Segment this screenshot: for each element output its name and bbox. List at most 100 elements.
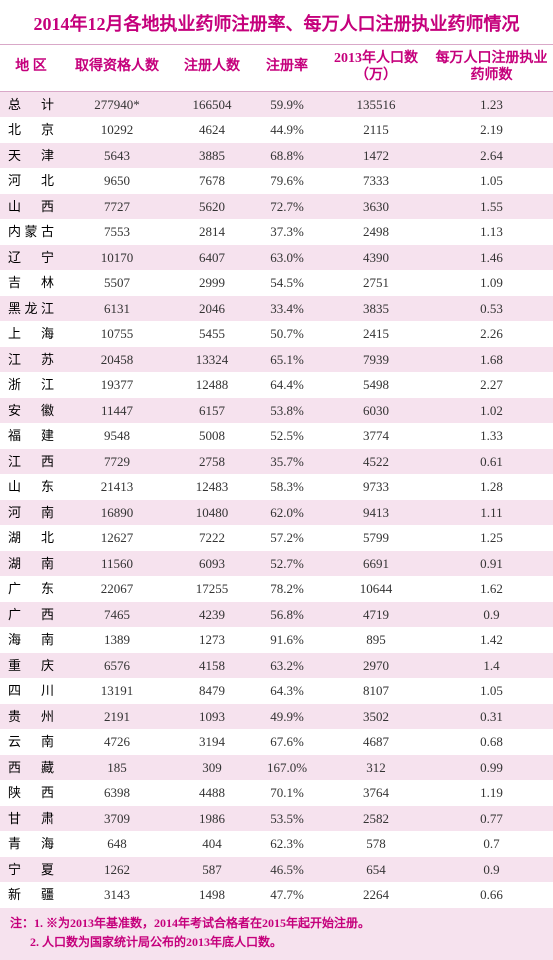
cell-per10k: 1.19 [430, 780, 553, 806]
cell-rate: 56.8% [252, 602, 322, 628]
cell-per10k: 2.26 [430, 321, 553, 347]
cell-pop: 6691 [322, 551, 430, 577]
cell-per10k: 1.02 [430, 398, 553, 424]
cell-rate: 50.7% [252, 321, 322, 347]
cell-region: 天 津 [0, 143, 62, 169]
cell-per10k: 0.68 [430, 729, 553, 755]
cell-qualified: 3709 [62, 806, 172, 832]
table-row: 河 南168901048062.0%94131.11 [0, 500, 553, 526]
table-row: 四 川13191847964.3%81071.05 [0, 678, 553, 704]
data-table: 地 区 取得资格人数 注册人数 注册率 2013年人口数（万） 每万人口注册执业… [0, 45, 553, 908]
table-row: 西 藏185309167.0%3120.99 [0, 755, 553, 781]
col-pop: 2013年人口数（万） [322, 45, 430, 91]
cell-rate: 53.8% [252, 398, 322, 424]
table-row: 吉 林5507299954.5%27511.09 [0, 270, 553, 296]
cell-registered: 2758 [172, 449, 252, 475]
cell-qualified: 13191 [62, 678, 172, 704]
cell-per10k: 1.33 [430, 423, 553, 449]
cell-region: 总 计 [0, 91, 62, 117]
cell-pop: 2115 [322, 117, 430, 143]
cell-qualified: 185 [62, 755, 172, 781]
cell-qualified: 7553 [62, 219, 172, 245]
cell-registered: 1986 [172, 806, 252, 832]
cell-qualified: 3143 [62, 882, 172, 908]
cell-registered: 2999 [172, 270, 252, 296]
cell-qualified: 10755 [62, 321, 172, 347]
cell-registered: 5620 [172, 194, 252, 220]
col-region: 地 区 [0, 45, 62, 91]
cell-registered: 8479 [172, 678, 252, 704]
cell-registered: 1093 [172, 704, 252, 730]
table-row: 安 徽11447615753.8%60301.02 [0, 398, 553, 424]
cell-per10k: 1.23 [430, 91, 553, 117]
cell-registered: 404 [172, 831, 252, 857]
cell-pop: 5498 [322, 372, 430, 398]
cell-registered: 2814 [172, 219, 252, 245]
cell-per10k: 0.77 [430, 806, 553, 832]
cell-pop: 2498 [322, 219, 430, 245]
table-row: 江 西7729275835.7%45220.61 [0, 449, 553, 475]
cell-pop: 5799 [322, 525, 430, 551]
cell-registered: 7678 [172, 168, 252, 194]
cell-region: 海 南 [0, 627, 62, 653]
cell-pop: 6030 [322, 398, 430, 424]
cell-region: 北 京 [0, 117, 62, 143]
cell-per10k: 0.53 [430, 296, 553, 322]
cell-qualified: 11560 [62, 551, 172, 577]
cell-registered: 12488 [172, 372, 252, 398]
cell-per10k: 0.66 [430, 882, 553, 908]
cell-pop: 2751 [322, 270, 430, 296]
table-row: 广 西7465423956.8%47190.9 [0, 602, 553, 628]
col-registered: 注册人数 [172, 45, 252, 91]
cell-registered: 4488 [172, 780, 252, 806]
cell-pop: 3630 [322, 194, 430, 220]
col-qualified: 取得资格人数 [62, 45, 172, 91]
cell-registered: 2046 [172, 296, 252, 322]
cell-per10k: 2.27 [430, 372, 553, 398]
cell-pop: 578 [322, 831, 430, 857]
cell-pop: 135516 [322, 91, 430, 117]
cell-qualified: 7727 [62, 194, 172, 220]
cell-region: 陕 西 [0, 780, 62, 806]
cell-rate: 59.9% [252, 91, 322, 117]
cell-region: 宁 夏 [0, 857, 62, 883]
table-row: 河 北9650767879.6%73331.05 [0, 168, 553, 194]
cell-region: 辽 宁 [0, 245, 62, 271]
cell-per10k: 1.13 [430, 219, 553, 245]
table-row: 湖 北12627722257.2%57991.25 [0, 525, 553, 551]
cell-region: 黑龙江 [0, 296, 62, 322]
cell-qualified: 7465 [62, 602, 172, 628]
cell-per10k: 0.9 [430, 857, 553, 883]
col-rate: 注册率 [252, 45, 322, 91]
cell-per10k: 1.4 [430, 653, 553, 679]
cell-registered: 166504 [172, 91, 252, 117]
cell-registered: 1498 [172, 882, 252, 908]
table-row: 重 庆6576415863.2%29701.4 [0, 653, 553, 679]
cell-rate: 167.0% [252, 755, 322, 781]
cell-qualified: 4726 [62, 729, 172, 755]
cell-registered: 5455 [172, 321, 252, 347]
cell-rate: 63.0% [252, 245, 322, 271]
table-row: 陕 西6398448870.1%37641.19 [0, 780, 553, 806]
cell-qualified: 22067 [62, 576, 172, 602]
table-row: 新 疆3143149847.7%22640.66 [0, 882, 553, 908]
cell-rate: 54.5% [252, 270, 322, 296]
cell-rate: 64.3% [252, 678, 322, 704]
cell-per10k: 1.46 [430, 245, 553, 271]
cell-region: 河 南 [0, 500, 62, 526]
cell-rate: 47.7% [252, 882, 322, 908]
cell-per10k: 0.9 [430, 602, 553, 628]
cell-qualified: 9650 [62, 168, 172, 194]
cell-rate: 67.6% [252, 729, 322, 755]
cell-registered: 4158 [172, 653, 252, 679]
cell-per10k: 1.11 [430, 500, 553, 526]
table-row: 江 苏204581332465.1%79391.68 [0, 347, 553, 373]
cell-region: 江 西 [0, 449, 62, 475]
cell-registered: 12483 [172, 474, 252, 500]
cell-per10k: 0.61 [430, 449, 553, 475]
cell-per10k: 0.91 [430, 551, 553, 577]
table-row: 天 津5643388568.8%14722.64 [0, 143, 553, 169]
table-row: 浙 江193771248864.4%54982.27 [0, 372, 553, 398]
cell-region: 江 苏 [0, 347, 62, 373]
cell-region: 内蒙古 [0, 219, 62, 245]
